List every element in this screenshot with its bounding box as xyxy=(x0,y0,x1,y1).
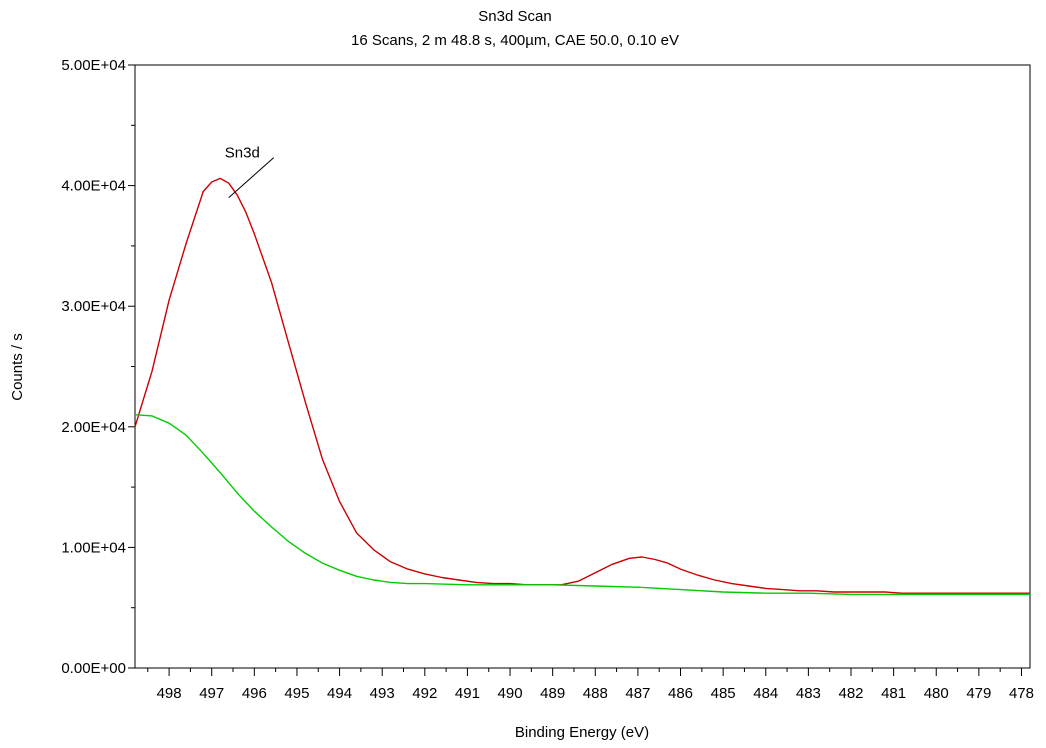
x-axis: 498 497 496 495 494 493 492 491 490 489 488 487 486 4… xyxy=(147,668,1034,702)
annotation-layer: Sn3d xyxy=(225,145,275,199)
y-tick-label: 1.00E+04 xyxy=(61,539,126,556)
x-tick-label: 478 xyxy=(1009,685,1034,702)
series-layer xyxy=(134,177,1030,596)
annotation-leader-line xyxy=(228,157,275,199)
x-tick-label: 482 xyxy=(838,685,863,702)
x-tick-label: 492 xyxy=(412,685,437,702)
x-tick-label: 484 xyxy=(753,685,778,702)
y-tick-label: 3.00E+04 xyxy=(61,298,126,315)
chart-title: Sn3d Scan xyxy=(478,8,551,25)
x-tick-label: 495 xyxy=(284,685,309,702)
x-tick-label: 479 xyxy=(966,685,991,702)
y-axis: 0.00E+00 1.00E+04 2.00E+04 3.00E+04 4.00E+04… xyxy=(61,57,135,677)
x-axis-label: Binding Energy (eV) xyxy=(515,724,649,741)
y-tick-label: 0.00E+00 xyxy=(61,660,126,677)
x-tick-label: 483 xyxy=(796,685,821,702)
x-tick-label: 480 xyxy=(924,685,949,702)
background-line xyxy=(134,414,1030,596)
spectrum-line xyxy=(134,177,1030,594)
chart-subtitle: 16 Scans, 2 m 48.8 s, 400µm, CAE 50.0, 0… xyxy=(351,32,679,49)
plot-area-frame xyxy=(134,64,1031,669)
peak-annotation-label: Sn3d xyxy=(225,145,260,162)
x-tick-label: 489 xyxy=(540,685,565,702)
x-tick-label: 487 xyxy=(625,685,650,702)
y-tick-label: 2.00E+04 xyxy=(61,419,126,436)
y-axis-label: Counts / s xyxy=(9,333,26,401)
x-tick-label: 490 xyxy=(498,685,523,702)
x-tick-label: 497 xyxy=(199,685,224,702)
x-tick-label: 491 xyxy=(455,685,480,702)
x-tick-label: 496 xyxy=(242,685,267,702)
x-tick-label: 488 xyxy=(583,685,608,702)
x-tick-label: 493 xyxy=(370,685,395,702)
y-tick-label: 5.00E+04 xyxy=(61,57,126,74)
y-tick-label: 4.00E+04 xyxy=(61,178,126,195)
x-tick-label: 481 xyxy=(881,685,906,702)
x-tick-label: 494 xyxy=(327,685,352,702)
x-tick-label: 486 xyxy=(668,685,693,702)
x-tick-label: 498 xyxy=(157,685,182,702)
x-tick-label: 485 xyxy=(711,685,736,702)
